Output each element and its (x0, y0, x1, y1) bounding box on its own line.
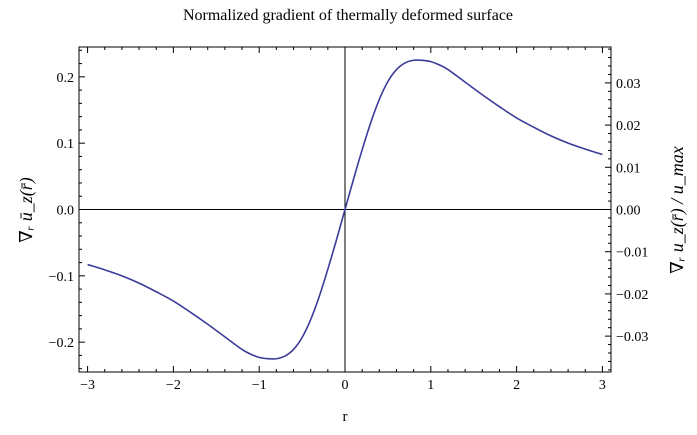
x-axis-label: r (343, 409, 348, 425)
ticks-layer: −3 −2 −1 0 1 2 3 −0.2 −0.1 0.0 0.1 0.2 −0.03 −0.02 −0.… (49, 47, 648, 393)
x-tick-label: 1 (427, 378, 434, 393)
chart-title: Normalized gradient of thermally deforme… (183, 7, 513, 24)
y-tick-label-left: 0.1 (57, 137, 75, 152)
x-tick-label: −3 (80, 378, 95, 393)
y-tick-label-right: 0.02 (616, 119, 641, 134)
y-tick-label-right: −0.01 (616, 246, 648, 261)
y-tick-label-left: 0.0 (57, 204, 75, 219)
y-tick-label-right: 0.03 (616, 77, 641, 92)
series-line (87, 59, 603, 360)
y-axis-label-left: ∇ᵣ ū_z(r̄) (16, 177, 37, 243)
y-tick-label-left: −0.1 (49, 270, 74, 285)
y-tick-label-left: −0.2 (49, 336, 74, 351)
y-tick-label-left: 0.2 (57, 71, 75, 86)
y-tick-label-right: 0.00 (616, 204, 641, 219)
x-tick-label: 2 (513, 378, 520, 393)
x-tick-label: −1 (252, 378, 267, 393)
x-tick-label: 0 (342, 378, 349, 393)
y-tick-label-right: −0.03 (616, 330, 648, 345)
y-axis-label-right: ∇ᵣ u_z(r̄) / u_max (667, 146, 688, 274)
y-tick-label-right: −0.02 (616, 288, 648, 303)
y-tick-label-right: 0.01 (616, 161, 641, 176)
x-tick-label: 3 (599, 378, 606, 393)
x-tick-label: −2 (166, 378, 181, 393)
